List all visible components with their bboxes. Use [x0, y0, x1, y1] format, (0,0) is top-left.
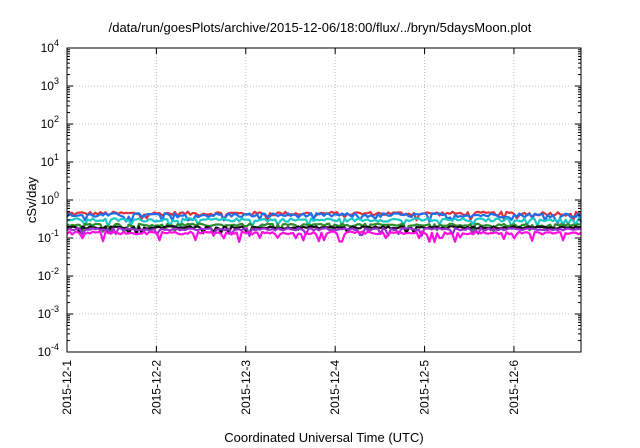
- y-tick-label: 10-3: [38, 304, 59, 321]
- series-line: [66, 225, 582, 235]
- x-tick-label: 2015-12-4: [328, 360, 342, 415]
- series-line: [66, 227, 582, 237]
- x-tick-label: 2015-12-3: [239, 360, 253, 415]
- y-tick-label: 100: [41, 190, 59, 207]
- series-line: [66, 217, 582, 229]
- x-axis: 2015-12-1 2015-12-2 2015-12-3 2015-12-4 2015…: [60, 48, 521, 415]
- y-tick-label: 104: [41, 38, 59, 55]
- y-axis: 104 103 102 101 100 10-1 10-2 10-3 10-4: [38, 38, 581, 359]
- x-tick-label: 2015-12-1: [60, 360, 74, 415]
- y-tick-label: 10-4: [38, 342, 59, 359]
- plot-frame: [66, 47, 582, 353]
- y-tick-label: 102: [41, 114, 59, 131]
- grid: [67, 48, 581, 352]
- y-axis-label: cSv/day: [24, 176, 39, 223]
- chart-title: /data/run/goesPlots/archive/2015-12-06/1…: [108, 20, 532, 35]
- series-line: [66, 230, 582, 244]
- x-tick-label: 2015-12-2: [149, 360, 163, 415]
- y-tick-label: 101: [41, 152, 59, 169]
- x-tick-label: 2015-12-5: [418, 360, 432, 415]
- y-tick-label: 10-2: [38, 266, 59, 283]
- y-tick-label: 10-1: [38, 228, 59, 245]
- series-line: [66, 212, 583, 224]
- x-axis-label: Coordinated Universal Time (UTC): [224, 430, 423, 445]
- y-tick-label: 103: [41, 76, 59, 93]
- series-group: [66, 210, 583, 244]
- x-tick-label: 2015-12-6: [507, 360, 521, 415]
